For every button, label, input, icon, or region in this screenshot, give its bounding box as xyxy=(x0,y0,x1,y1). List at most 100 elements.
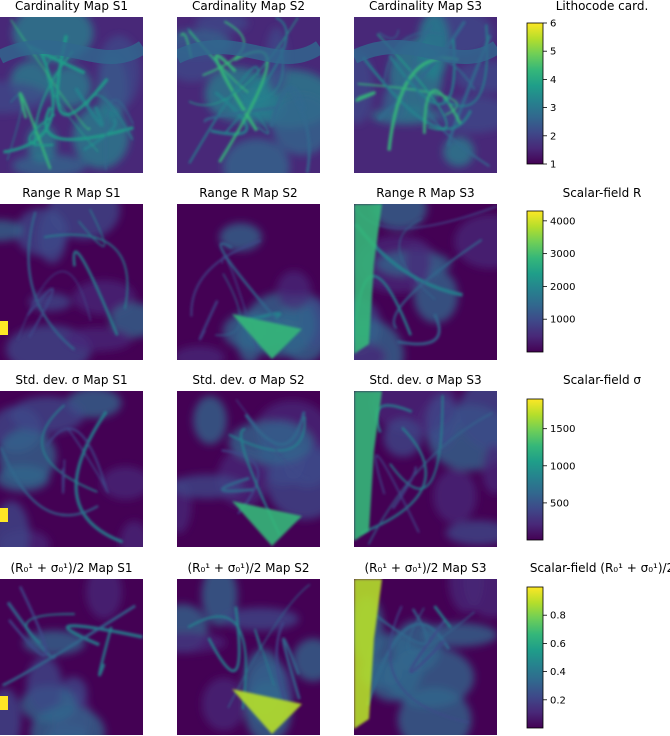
colorbar-tick-label: 0.4 xyxy=(550,667,566,678)
colorbar xyxy=(526,398,544,541)
heatmap-boundary xyxy=(98,626,113,677)
heatmap-boundary xyxy=(391,466,417,510)
heatmap-hotspot xyxy=(0,696,8,710)
heatmap-region xyxy=(454,214,497,269)
heatmap-region xyxy=(362,632,423,702)
heatmap-boundary xyxy=(254,628,275,686)
heatmap-boundary xyxy=(376,33,448,131)
heatmap-boundary xyxy=(61,459,66,494)
panel-title: Cardinality Map S3 xyxy=(369,0,482,13)
heatmap-panel xyxy=(0,17,143,173)
heatmap-boundary xyxy=(374,608,429,645)
heatmap-boundary xyxy=(361,56,472,131)
heatmap-region xyxy=(101,466,143,500)
heatmap-panel xyxy=(177,17,320,173)
colorbar-title: Scalar-field σ xyxy=(563,373,641,387)
heatmap-hotspot xyxy=(232,501,302,546)
heatmap-panel xyxy=(354,204,497,360)
heatmap-panel xyxy=(354,391,497,547)
heatmap-boundary xyxy=(286,86,311,173)
heatmap-boundary xyxy=(389,605,469,724)
colorbar-tick-label: 1000 xyxy=(550,315,575,326)
panel-title: (R₀¹ + σ₀¹)/2 Map S1 xyxy=(10,561,132,575)
colorbar-tick-label: 2000 xyxy=(550,282,575,293)
heatmap-boundary xyxy=(8,585,48,657)
heatmap-region xyxy=(37,210,67,264)
heatmap-boundary xyxy=(235,399,310,479)
heatmap-hotspot xyxy=(232,689,302,734)
heatmap-boundary xyxy=(228,416,306,452)
heatmap-panel xyxy=(177,391,320,547)
heatmap-boundary xyxy=(74,87,104,127)
panel-title: Range R Map S2 xyxy=(199,186,297,200)
heatmap-region xyxy=(26,657,63,713)
colorbar-tick-label: 3000 xyxy=(550,249,575,260)
heatmap-region xyxy=(383,418,423,458)
heatmap-boundary xyxy=(74,410,124,544)
heatmap-region xyxy=(219,222,263,252)
colorbar-tick-label: 5 xyxy=(550,47,556,58)
heatmap-boundary xyxy=(214,54,259,132)
heatmap-boundary xyxy=(355,91,376,103)
heatmap-panel xyxy=(0,204,143,360)
heatmap-boundary xyxy=(397,313,441,346)
colorbar-tick-label: 0.8 xyxy=(550,611,566,622)
colorbar-tick-label: 2 xyxy=(550,131,556,142)
heatmap-boundary xyxy=(45,427,108,492)
heatmap-boundary xyxy=(55,35,109,117)
heatmap-boundary xyxy=(190,239,261,317)
heatmap-boundary xyxy=(45,53,99,153)
heatmap-boundary xyxy=(398,217,436,300)
heatmap-boundary xyxy=(210,91,249,136)
heatmap-panel xyxy=(0,391,143,547)
heatmap-region xyxy=(354,51,374,124)
heatmap-region xyxy=(420,622,497,647)
heatmap-panel xyxy=(0,579,143,735)
colorbar-tick-label: 1500 xyxy=(550,424,575,435)
heatmap-region xyxy=(0,40,143,64)
heatmap-boundary xyxy=(26,287,54,338)
heatmap-boundary xyxy=(367,412,493,545)
heatmap-region xyxy=(120,520,143,547)
heatmap-boundary xyxy=(198,300,219,341)
colorbar-tick-label: 500 xyxy=(550,498,569,509)
heatmap-boundary xyxy=(27,211,76,351)
panel-title: Std. dev. σ Map S1 xyxy=(15,373,127,387)
heatmap-region xyxy=(177,474,244,499)
heatmap-boundary xyxy=(41,404,98,493)
heatmap-region xyxy=(30,705,106,735)
colorbar xyxy=(526,210,544,353)
heatmap-boundary xyxy=(412,24,491,168)
heatmap-region xyxy=(109,302,143,338)
colorbar-tick-label: 4 xyxy=(550,75,556,86)
heatmap-boundary xyxy=(2,604,136,687)
heatmap-hotspot xyxy=(232,314,302,359)
heatmap-boundary xyxy=(43,233,129,309)
heatmap-hotspot xyxy=(354,579,382,729)
heatmap-boundary xyxy=(377,20,467,121)
heatmap-boundary xyxy=(446,34,492,147)
heatmap-boundary xyxy=(33,50,74,147)
colorbar xyxy=(526,22,544,165)
colorbar-title: Scalar-field R xyxy=(563,186,642,200)
heatmap-boundary xyxy=(188,30,249,94)
heatmap-region xyxy=(445,520,497,546)
panel-title: Range R Map S1 xyxy=(22,186,120,200)
heatmap-boundary xyxy=(221,449,260,515)
heatmap-boundary xyxy=(374,454,420,533)
panel-title: Cardinality Map S1 xyxy=(15,0,128,13)
heatmap-boundary xyxy=(203,106,277,123)
heatmap-region xyxy=(276,270,312,310)
heatmap-boundary xyxy=(72,250,119,336)
heatmap-boundary xyxy=(281,637,301,700)
heatmap-boundary xyxy=(3,49,55,154)
heatmap-boundary xyxy=(409,619,447,674)
heatmap-boundary xyxy=(44,106,134,141)
heatmap-region xyxy=(193,396,228,445)
heatmap-boundary xyxy=(188,65,259,164)
colorbar-title: Scalar-field (R₀¹ + σ₀¹)/2 xyxy=(530,561,670,575)
colorbar-tick-label: 6 xyxy=(550,19,556,30)
colorbar-tick-label: 1 xyxy=(550,160,556,171)
colorbar-tick-label: 0.6 xyxy=(550,639,566,650)
